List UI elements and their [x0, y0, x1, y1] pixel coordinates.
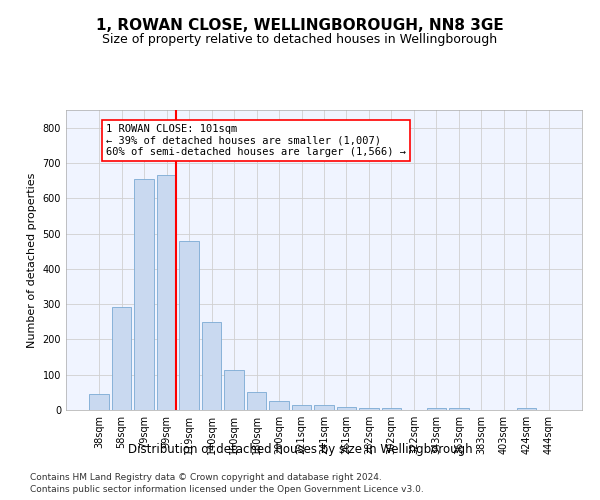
Bar	[314, 405, 334, 410]
Text: Contains HM Land Registry data © Crown copyright and database right 2024.: Contains HM Land Registry data © Crown c…	[30, 472, 382, 482]
Text: 1 ROWAN CLOSE: 101sqm
← 39% of detached houses are smaller (1,007)
60% of semi-d: 1 ROWAN CLOSE: 101sqm ← 39% of detached …	[106, 124, 406, 158]
Text: 1, ROWAN CLOSE, WELLINGBOROUGH, NN8 3GE: 1, ROWAN CLOSE, WELLINGBOROUGH, NN8 3GE	[96, 18, 504, 32]
Bar	[337, 407, 356, 410]
Bar	[112, 307, 131, 410]
Bar	[359, 408, 379, 410]
Bar	[134, 179, 154, 410]
Text: Size of property relative to detached houses in Wellingborough: Size of property relative to detached ho…	[103, 32, 497, 46]
Bar	[269, 401, 289, 410]
Bar	[427, 408, 446, 410]
Bar	[179, 242, 199, 410]
Bar	[517, 408, 536, 410]
Bar	[292, 405, 311, 410]
Text: Distribution of detached houses by size in Wellingborough: Distribution of detached houses by size …	[128, 442, 472, 456]
Bar	[247, 392, 266, 410]
Text: Contains public sector information licensed under the Open Government Licence v3: Contains public sector information licen…	[30, 485, 424, 494]
Bar	[449, 408, 469, 410]
Y-axis label: Number of detached properties: Number of detached properties	[27, 172, 37, 348]
Bar	[89, 394, 109, 410]
Bar	[382, 408, 401, 410]
Bar	[224, 370, 244, 410]
Bar	[202, 322, 221, 410]
Bar	[157, 176, 176, 410]
